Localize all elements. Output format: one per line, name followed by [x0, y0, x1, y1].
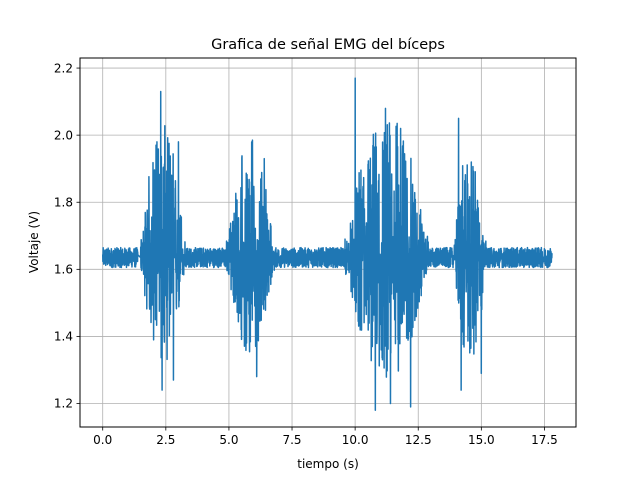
x-tick-label: 15.0: [468, 433, 495, 447]
x-tick-label: 0.0: [93, 433, 112, 447]
y-tick-label: 2.2: [54, 61, 73, 75]
plot-area: [101, 77, 553, 411]
emg-signal-line: [101, 77, 553, 411]
y-tick-label: 1.8: [54, 195, 73, 209]
x-axis-ticks: 0.0 2.5 5.0 7.5 10.0 12.5 15.0 17.5: [93, 427, 558, 447]
x-tick-label: 12.5: [405, 433, 432, 447]
x-tick-label: 10.0: [342, 433, 369, 447]
x-axis-label: tiempo (s): [297, 457, 359, 471]
x-tick-label: 5.0: [219, 433, 238, 447]
y-tick-label: 1.4: [54, 330, 73, 344]
x-tick-label: 7.5: [282, 433, 301, 447]
y-tick-label: 2.0: [54, 128, 73, 142]
y-axis-ticks: 1.2 1.4 1.6 1.8 2.0 2.2: [54, 61, 80, 411]
y-tick-label: 1.6: [54, 263, 73, 277]
axes-frame: [79, 57, 577, 428]
x-tick-label: 2.5: [156, 433, 175, 447]
chart-title: Grafica de señal EMG del bíceps: [211, 37, 445, 53]
x-tick-label: 17.5: [531, 433, 558, 447]
y-axis-label: Voltaje (V): [27, 211, 41, 273]
y-tick-label: 1.2: [54, 397, 73, 411]
